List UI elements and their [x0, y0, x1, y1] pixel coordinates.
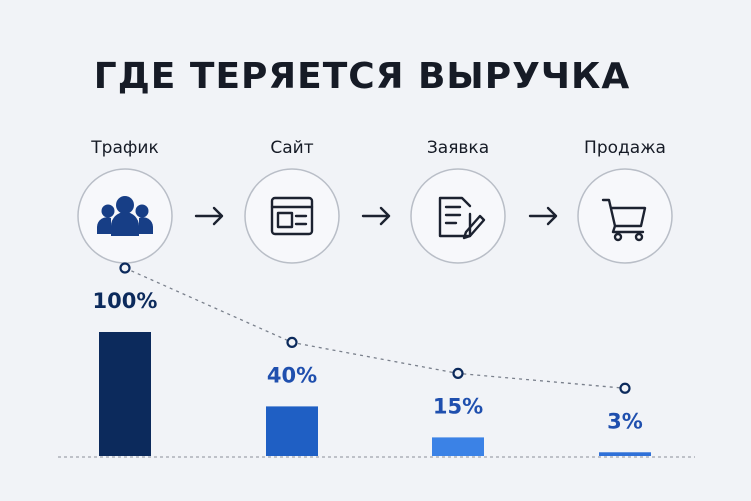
chart-title: ГДЕ ТЕРЯЕТСЯ ВЫРУЧКА [94, 56, 630, 97]
bar [99, 332, 151, 456]
bar [432, 437, 484, 456]
bar [599, 452, 651, 456]
category-label: Трафик [90, 138, 158, 158]
category-label: Продажа [584, 138, 666, 158]
trend-point [119, 262, 131, 274]
arrows [194, 206, 558, 226]
trend-point [452, 367, 464, 379]
bar [266, 406, 318, 456]
value-label: 100% [93, 289, 158, 313]
category-label: Заявка [427, 138, 489, 158]
value-label: 15% [433, 394, 483, 418]
value-label: 3% [607, 409, 643, 433]
trend-line [124, 267, 626, 389]
trend-point [619, 382, 631, 394]
value-label: 40% [267, 363, 317, 387]
trend-point [286, 336, 298, 348]
category-label: Сайт [270, 138, 313, 158]
site-icon [270, 196, 314, 236]
users-icon [97, 196, 153, 236]
form-icon [438, 196, 486, 240]
cart-icon [601, 198, 647, 242]
